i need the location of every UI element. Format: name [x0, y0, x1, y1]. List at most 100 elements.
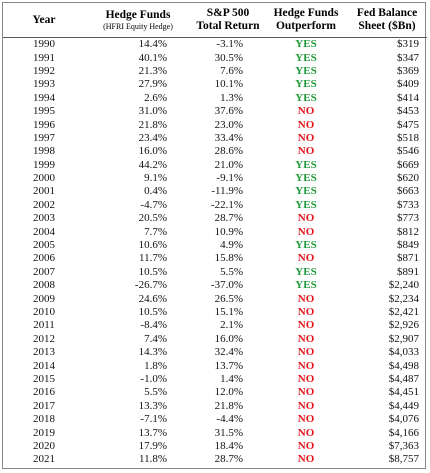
table-cell: $2,234	[388, 292, 419, 305]
column-header: Year	[3, 3, 85, 38]
table-cell: 27.9%	[138, 78, 167, 91]
table-cell: 33.4%	[214, 131, 243, 144]
table-cell: NO	[297, 131, 315, 144]
table-row: 2004 7.7% 10.9% NO $812	[3, 225, 427, 238]
table-cell: NO	[297, 426, 315, 439]
table-cell: 2000	[33, 172, 55, 185]
table-cell: 5.5%	[144, 386, 167, 399]
table-cell: 23.0%	[214, 118, 243, 131]
table-cell: 2010	[33, 306, 55, 318]
table-cell: 16.0%	[138, 145, 167, 158]
table-cell: $4,449	[388, 399, 419, 412]
table-cell: NO	[297, 413, 315, 426]
table-frame: Year Hedge Funds (HFRI Equity Hedge) S&P 50…	[2, 2, 427, 469]
table-cell: 28.7%	[214, 212, 243, 225]
table-cell: NO	[297, 118, 315, 131]
table-cell: NO	[297, 359, 315, 372]
table-cell: NO	[297, 453, 315, 466]
table-cell: 2003	[33, 212, 55, 225]
table-cell: 10.5%	[138, 265, 167, 278]
table-cell: 2.6%	[144, 91, 167, 104]
column-header: Hedge Funds Outperform	[265, 3, 347, 38]
table-cell: 1.8%	[144, 359, 167, 372]
table-cell: -9.1%	[216, 172, 243, 185]
table-row: 2011 -8.4% 2.1% NO $2,926	[3, 319, 427, 332]
table-cell: YES	[295, 64, 317, 77]
table-cell: 2009	[33, 292, 55, 305]
table-body: 1990 14.4% -3.1% YES $319 1991 40.1% 30.5% YES $3…	[3, 38, 427, 467]
table-row: 1998 16.0% 28.6% NO $546	[3, 145, 427, 158]
table-cell: $369	[397, 64, 419, 77]
table-row: 2002 -4.7% -22.1% YES $733	[3, 199, 427, 212]
table-cell: NO	[297, 105, 315, 118]
table-cell: 1.4%	[220, 372, 243, 385]
table-cell: -4.7%	[140, 198, 167, 211]
table-cell: 2004	[33, 225, 55, 238]
table-cell: $2,421	[388, 306, 419, 318]
table-cell: 2018	[33, 413, 55, 426]
table-cell: 26.5%	[214, 292, 243, 305]
table-cell: NO	[297, 212, 315, 225]
table-cell: $475	[397, 118, 419, 131]
table-cell: 2014	[33, 359, 55, 372]
table-cell: 24.6%	[138, 292, 167, 305]
table-cell: $4,166	[388, 426, 419, 439]
table-cell: 10.5%	[138, 306, 167, 318]
table-cell: 2021	[33, 453, 55, 466]
table-cell: $2,926	[388, 319, 419, 332]
table-cell: 2007	[33, 265, 55, 278]
table-cell: -3.1%	[216, 38, 243, 51]
table-cell: NO	[297, 145, 315, 158]
table-cell: 2001	[33, 185, 55, 198]
table-cell: NO	[297, 346, 315, 359]
table-cell: 21.8%	[138, 118, 167, 131]
table-cell: 40.1%	[138, 51, 167, 64]
table-cell: $733	[397, 198, 419, 211]
table-cell: YES	[295, 239, 317, 252]
table-cell: 2008	[33, 279, 55, 292]
table-cell: YES	[295, 279, 317, 292]
header-subtitle: (HFRI Equity Hedge)	[103, 21, 173, 31]
table-cell: 2005	[33, 239, 55, 252]
table-cell: -1.0%	[140, 372, 167, 385]
table-cell: 1994	[33, 91, 55, 104]
table-cell: 2017	[33, 399, 55, 412]
table-cell: 16.0%	[214, 332, 243, 345]
table-cell: 11.7%	[138, 252, 167, 265]
table-row: 1996 21.8% 23.0% NO $475	[3, 118, 427, 131]
table-cell: YES	[295, 185, 317, 198]
table-cell: 10.1%	[214, 78, 243, 91]
table-cell: $546	[397, 145, 419, 158]
table-row: 2018 -7.1% -4.4% NO $4,076	[3, 413, 427, 426]
table-cell: 1.3%	[220, 91, 243, 104]
table-cell: YES	[295, 38, 317, 51]
table-cell: YES	[295, 91, 317, 104]
table-row: 2019 13.7% 31.5% NO $4,166	[3, 426, 427, 439]
table-cell: -11.9%	[211, 185, 243, 198]
table-cell: $8,757	[388, 453, 419, 466]
table-cell: 28.6%	[214, 145, 243, 158]
table-cell: -37.0%	[210, 279, 243, 292]
table-cell: $7,363	[388, 439, 419, 452]
table-row: 2013 14.3% 32.4% NO $4,033	[3, 346, 427, 359]
table-cell: 14.3%	[138, 346, 167, 359]
table-cell: NO	[297, 252, 315, 265]
header-subtitle: Outperform	[275, 20, 337, 32]
table-row: 2021 11.8% 28.7% NO $8,757	[3, 453, 427, 466]
column-header: S&P 500 Total Return	[191, 3, 265, 38]
table-cell: NO	[297, 399, 315, 412]
table-row: 2012 7.4% 16.0% NO $2,907	[3, 333, 427, 346]
table-cell: 1993	[33, 78, 55, 91]
header-title: Hedge Funds	[105, 8, 171, 21]
table-cell: $2,907	[388, 332, 419, 345]
table-cell: NO	[297, 372, 315, 385]
table-cell: 28.7%	[214, 453, 243, 466]
header-row: Year Hedge Funds (HFRI Equity Hedge) S&P 50…	[3, 3, 427, 38]
table-cell: NO	[297, 439, 315, 452]
table-cell: -8.4%	[140, 319, 167, 332]
table-cell: 1992	[33, 64, 55, 77]
table-cell: $518	[397, 131, 419, 144]
table-cell: $453	[397, 105, 419, 118]
table-cell: 5.5%	[220, 265, 243, 278]
